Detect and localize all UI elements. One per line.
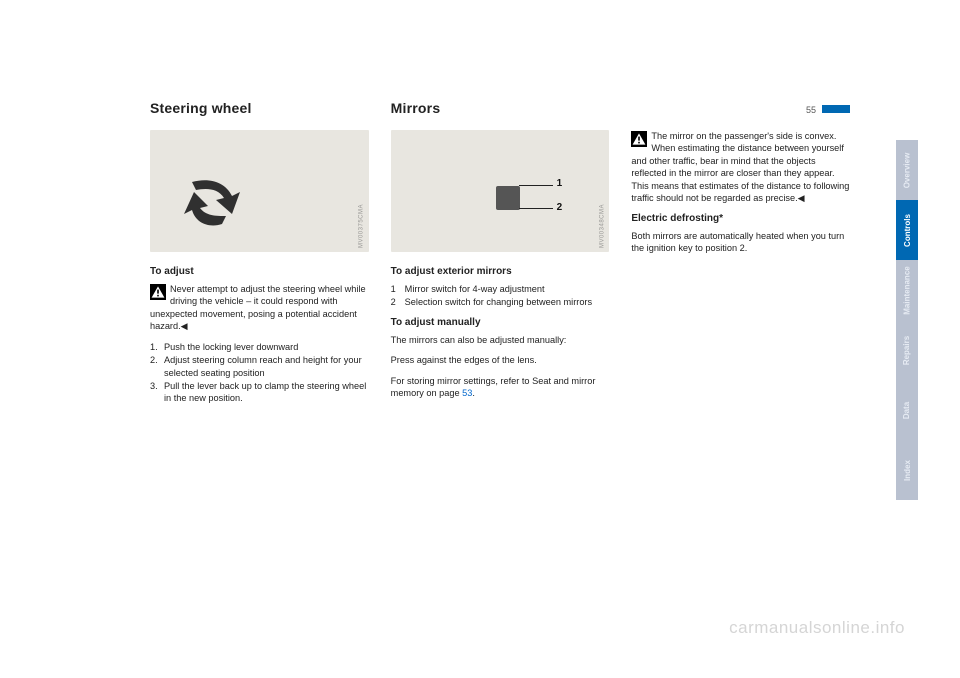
heading-spacer [631,100,806,116]
step-item: Adjust steering column reach and height … [150,354,369,379]
body-text: Both mirrors are automatically heated wh… [631,230,850,255]
callout-1: 1 [557,178,563,189]
warning-text: The mirror on the passenger's side is co… [631,130,850,205]
figure-steering: MV00375CMA [150,130,369,252]
mirror-switch-graphic [496,186,520,210]
warning-text: Never attempt to adjust the steering whe… [150,283,369,333]
tab-data[interactable]: Data [896,380,918,440]
body-text: The mirrors can also be adjusted manuall… [391,334,610,346]
tab-controls[interactable]: Controls [896,200,918,260]
subhead-defrost: Electric defrosting* [631,213,850,224]
tab-repairs[interactable]: Repairs [896,320,918,380]
page-content: Steering wheel MV00375CMA To adjust Neve… [150,100,850,413]
arrow-adjust-icon [182,174,252,234]
warning-mirror: The mirror on the passenger's side is co… [631,130,850,205]
body-text: Press against the edges of the lens. [391,354,610,366]
control-item: Selection switch for changing between mi… [391,296,610,308]
column-steering: Steering wheel MV00375CMA To adjust Neve… [150,100,369,413]
steps-list: Push the locking lever downward Adjust s… [150,341,369,405]
subhead-to-adjust: To adjust [150,266,369,277]
tab-index[interactable]: Index [896,440,918,500]
tab-overview[interactable]: Overview [896,140,918,200]
controls-list: Mirror switch for 4-way adjustment Selec… [391,283,610,309]
leader-line [519,185,553,186]
warning-icon [631,131,647,147]
figure-caption: MV00375CMA [359,204,365,248]
body-text: For storing mirror settings, refer to Se… [391,375,610,400]
figure-mirrors: 1 2 MV00348CMA [391,130,610,252]
heading-mirrors: Mirrors [391,100,610,116]
page-accent-bar [822,105,850,113]
section-tabs: Overview Controls Maintenance Repairs Da… [896,140,918,500]
page-ref-link[interactable]: 53 [462,388,472,398]
page-number: 55 [806,105,816,115]
step-item: Pull the lever back up to clamp the stee… [150,380,369,405]
subhead-adjust-exterior: To adjust exterior mirrors [391,266,610,277]
callout-2: 2 [557,202,563,213]
watermark: carmanualsonline.info [729,618,905,638]
column-mirrors: Mirrors 1 2 MV00348CMA To adjust exterio… [391,100,610,413]
figure-caption: MV00348CMA [599,204,605,248]
column-right: 55 The mirror on the passenger's side is… [631,100,850,413]
leader-line [519,208,553,209]
warning-icon [150,284,166,300]
control-item: Mirror switch for 4-way adjustment [391,283,610,295]
page-number-row: 55 [631,100,850,116]
tab-maintenance[interactable]: Maintenance [896,260,918,320]
subhead-adjust-manually: To adjust manually [391,317,610,328]
warning-steering: Never attempt to adjust the steering whe… [150,283,369,333]
step-item: Push the locking lever downward [150,341,369,353]
heading-steering: Steering wheel [150,100,369,116]
